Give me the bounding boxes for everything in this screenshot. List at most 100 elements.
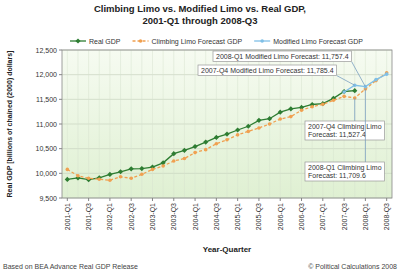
- title: Climbing Limo vs. Modified Limo vs. Real…: [94, 3, 306, 14]
- data-point: [310, 105, 314, 109]
- plot-background: [62, 50, 392, 198]
- y-tick-label: 11,000: [36, 121, 57, 128]
- grid-line-x: [173, 50, 174, 198]
- x-tick: [280, 198, 281, 201]
- data-point: [246, 124, 251, 129]
- grid-line-x: [163, 50, 164, 198]
- data-point: [246, 130, 250, 134]
- data-point: [374, 78, 378, 82]
- data-point: [140, 173, 144, 177]
- data-point: [215, 142, 219, 146]
- x-tick-label: 2007-Q1: [319, 203, 327, 230]
- data-point: [374, 79, 378, 83]
- grid-line-x: [88, 50, 89, 198]
- data-point: [183, 157, 187, 161]
- x-tick: [258, 198, 259, 201]
- y-tick-label: 12,000: [36, 71, 58, 78]
- y-tick-label: 10,500: [36, 145, 58, 152]
- y-tick-label: 10,000: [36, 170, 58, 177]
- annotation-box: [213, 51, 352, 62]
- data-point: [321, 102, 325, 106]
- x-tick: [131, 198, 132, 201]
- annotation-box: [305, 121, 385, 140]
- data-point: [224, 131, 229, 136]
- y-tick: [59, 198, 62, 199]
- data-point: [119, 175, 123, 179]
- y-tick: [59, 173, 62, 174]
- data-point: [161, 164, 165, 168]
- x-tick: [322, 198, 323, 201]
- x-tick: [109, 198, 110, 201]
- x-tick-label: 2006-Q3: [298, 203, 306, 230]
- x-tick: [386, 198, 387, 201]
- annotation-text: 2007-Q4 Climbing Limo: [308, 123, 382, 131]
- x-tick-label: 2008-Q3: [383, 203, 391, 230]
- data-point: [129, 176, 133, 180]
- data-point: [288, 106, 293, 111]
- y-tick-label: 12,500: [36, 47, 58, 54]
- grid-line-x: [195, 50, 196, 198]
- x-tick-label: 2008-Q1: [362, 203, 370, 230]
- data-point: [278, 110, 283, 115]
- y-tick: [59, 148, 62, 149]
- series-line: [67, 73, 386, 181]
- data-point: [204, 148, 208, 152]
- data-point: [108, 178, 112, 182]
- x-tick-label: 2005-Q3: [255, 203, 263, 230]
- credit: © Political Calculations 2008: [308, 263, 397, 270]
- annotation-leader: [365, 89, 366, 162]
- annotation-text: Forecast: 11,527.4: [308, 131, 366, 138]
- x-tick-label: 2003-Q1: [149, 203, 157, 230]
- annotation: 2007-Q4 Modified Limo Forecast: 11,785.4: [198, 65, 337, 76]
- annotation-box: [198, 65, 337, 76]
- data-point: [193, 151, 197, 155]
- annotation-text: 2007-Q4 Modified Limo Forecast: 11,785.4: [201, 67, 334, 75]
- data-point: [151, 168, 155, 172]
- chart: Climbing Limo vs. Modified Limo vs. Real…: [0, 0, 400, 274]
- data-point: [87, 176, 91, 180]
- x-tick: [173, 198, 174, 201]
- annotation-leader: [354, 98, 355, 121]
- x-tick-label: 2003-Q3: [170, 203, 178, 230]
- y-tick: [59, 50, 62, 51]
- x-tick-label: 2006-Q1: [277, 203, 285, 230]
- x-tick-label: 2004-Q1: [192, 203, 200, 230]
- x-tick-label: 2007-Q3: [341, 203, 349, 230]
- data-point: [352, 88, 357, 93]
- annotation-text: Forecast: 11,709.6: [308, 172, 366, 179]
- x-axis-label: Year-Quarter: [203, 245, 251, 254]
- data-point: [342, 90, 346, 94]
- data-point: [278, 117, 282, 121]
- legend-marker: [75, 38, 80, 43]
- y-tick: [59, 74, 62, 75]
- annotation-text: 2008-Q1 Modified Limo Forecast: 11,757.4: [216, 53, 349, 61]
- data-point: [268, 122, 272, 126]
- grid-line-x: [184, 50, 185, 198]
- data-point: [214, 135, 219, 140]
- y-axis-label: Real GDP [billions of chained (2000) dol…: [6, 51, 14, 198]
- source: Based on BEA Advance Real GDP Release: [3, 263, 138, 270]
- x-tick: [216, 198, 217, 201]
- plot-frame: [62, 50, 392, 198]
- y-tick: [59, 124, 62, 125]
- data-point: [76, 174, 80, 178]
- grid-line-x: [152, 50, 153, 198]
- data-point: [236, 133, 240, 137]
- y-tick: [59, 99, 62, 100]
- data-point: [129, 166, 134, 171]
- data-point: [300, 108, 304, 112]
- legend-label: Modified Limo Forecast GDP: [273, 38, 363, 45]
- annotation-leader: [337, 76, 355, 86]
- x-tick: [344, 198, 345, 201]
- data-point: [332, 99, 336, 103]
- x-tick: [301, 198, 302, 201]
- x-tick-label: 2004-Q3: [213, 203, 221, 230]
- x-tick-label: 2001-Q1: [64, 203, 72, 230]
- data-point: [139, 166, 144, 171]
- data-point: [66, 168, 70, 172]
- x-tick: [365, 198, 366, 201]
- data-point: [192, 144, 197, 149]
- x-tick: [195, 198, 196, 201]
- legend-marker: [139, 39, 143, 43]
- x-tick-label: 2002-Q3: [128, 203, 136, 230]
